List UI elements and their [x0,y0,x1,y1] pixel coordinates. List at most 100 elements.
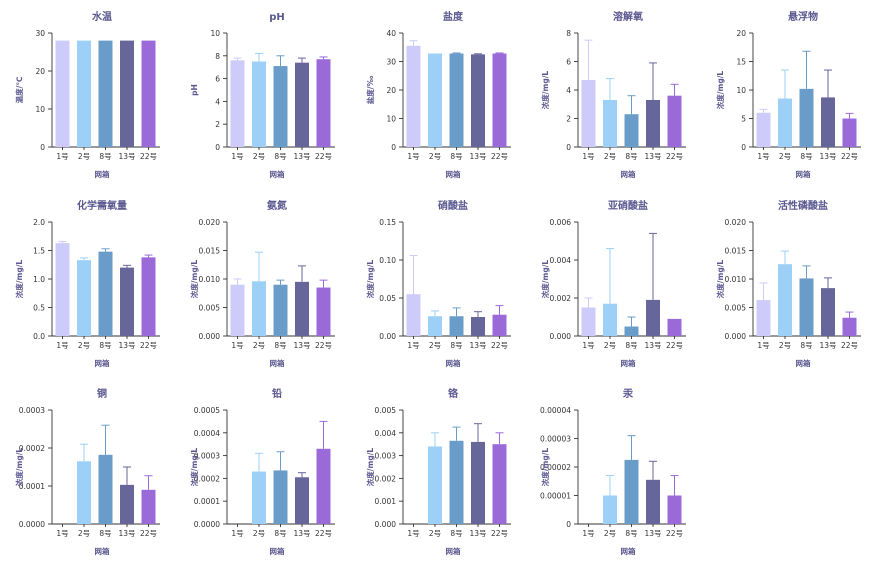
bar [295,62,309,147]
y-tick-label: 0.010 [199,275,221,284]
x-tick-label: 22号 [140,341,157,350]
y-tick-label: 0.002 [550,294,572,303]
x-tick-label: 13号 [819,341,836,350]
bar [756,300,771,336]
bar [799,88,814,147]
y-tick-label: 5 [741,115,746,124]
y-tick-label: 0.004 [375,429,397,438]
bar [471,317,485,336]
y-tick-label: 0.0002 [19,444,45,453]
x-tick-label: 2号 [779,341,791,350]
x-tick-label: 1号 [56,341,68,350]
x-tick-label: 2号 [604,529,616,538]
chart-panel: 铅 0.0000 0.0001 0.0002 0.0003 0.0004 0.0005 浓度/… [189,387,335,556]
x-tick-label: 2号 [78,341,90,350]
x-tick-label: 13号 [644,529,661,538]
bar [230,60,245,147]
bar [799,278,814,336]
bar [449,316,464,336]
chart-title: 铅 [272,387,282,400]
bar [98,40,113,147]
bar [624,459,639,524]
bar [295,477,309,524]
x-tick-label: 1号 [56,529,68,538]
bar [756,112,771,147]
x-tick-label: 22号 [666,341,683,350]
y-tick-label: 0.0000 [19,520,45,529]
y-tick-label: 0.10 [379,256,396,265]
x-axis-label: 网箱 [621,546,636,556]
bar [603,99,617,147]
y-tick-label: 0.5 [33,304,45,313]
y-tick-label: 10 [736,86,746,95]
bar [449,53,464,147]
chart-panel: 活性磷酸盐 0.000 0.005 0.010 0.015 0.020 浓度/mg/L 1号 2… [715,199,861,368]
y-tick-label: 0.05 [379,294,396,303]
bar [230,284,245,336]
bar [821,288,835,336]
y-tick-label: 0.00 [379,332,396,341]
bar [821,97,835,147]
x-axis-label: 网箱 [796,169,811,179]
y-tick-label: 10 [210,29,220,38]
y-tick-label: 4 [215,97,220,106]
x-tick-label: 1号 [231,529,243,538]
y-tick-label: 30 [35,29,45,38]
bar [449,440,464,524]
y-axis-label: 浓度/mg/L [715,260,725,299]
bar [492,314,507,336]
y-tick-label: 0 [215,143,220,152]
y-tick-label: 8 [566,29,571,38]
chart-title: 氨氮 [267,199,287,212]
x-tick-label: 22号 [666,152,683,161]
y-tick-label: 0.010 [725,275,747,284]
x-axis-label: 网箱 [621,358,636,368]
y-tick-label: 0.0003 [194,452,220,461]
chart-panel: 化学需氧量 0.0 0.5 1.0 1.5 2.0 浓度/mg/L 1号 2号 8号 13号 22号网… [14,199,160,368]
y-tick-label: 20 [35,67,45,76]
x-tick-label: 8号 [274,529,286,538]
x-tick-label: 1号 [56,152,68,161]
bar [98,454,113,524]
chart-title: 铜 [97,387,107,400]
x-tick-label: 13号 [118,152,135,161]
y-tick-label: 0.00002 [540,463,571,472]
bar [646,479,660,524]
y-axis-label: 浓度/mg/L [365,260,375,299]
x-tick-label: 13号 [469,152,486,161]
x-axis-label: 网箱 [270,358,285,368]
bar [428,446,442,524]
x-tick-label: 13号 [118,341,135,350]
x-tick-label: 8号 [450,529,462,538]
y-tick-label: 1.0 [33,275,45,284]
chart-title: 水温 [91,10,112,23]
x-tick-label: 1号 [407,152,419,161]
chart-title: 活性磷酸盐 [778,199,828,212]
x-tick-label: 22号 [841,341,858,350]
y-tick-label: 0.0001 [194,497,220,506]
chart-panel: 汞 0 0.00001 0.00002 0.00003 0.00004 浓度/mg/L 1号 2… [540,388,686,556]
y-tick-label: 20 [386,86,396,95]
y-tick-label: 10 [386,115,396,124]
y-tick-label: 20 [736,29,746,38]
y-axis-label: 浓度/mg/L [189,448,199,487]
bar [316,287,331,336]
bar [273,66,288,147]
x-tick-label: 22号 [315,341,332,350]
x-tick-label: 2号 [429,152,441,161]
y-tick-label: 30 [386,58,396,67]
y-tick-label: 0.000 [725,332,747,341]
y-tick-label: 0 [741,143,746,152]
x-tick-label: 8号 [274,341,286,350]
x-tick-label: 2号 [78,529,90,538]
bar [141,489,156,524]
bar [667,95,682,147]
bar [667,495,682,524]
bar [778,98,792,147]
y-tick-label: 0.006 [550,218,572,227]
x-tick-label: 1号 [407,341,419,350]
y-tick-label: 0.00003 [540,435,571,444]
y-tick-label: 0.0001 [19,482,45,491]
